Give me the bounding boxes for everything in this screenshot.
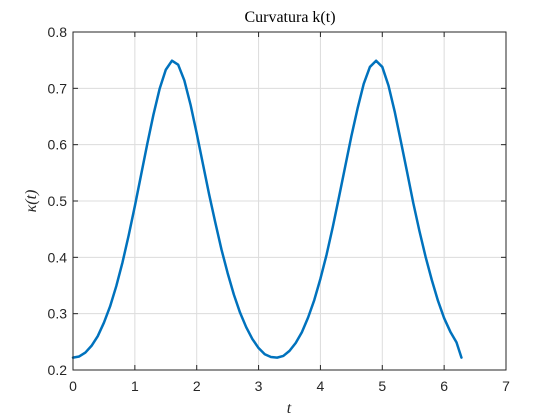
x-tick-label: 0: [69, 378, 77, 394]
y-tick-label: 0.8: [48, 24, 68, 40]
chart-title: Curvatura k(t): [244, 9, 335, 26]
x-tick-label: 3: [255, 378, 263, 394]
y-tick-label: 0.3: [48, 306, 68, 322]
x-tick-label: 5: [378, 378, 386, 394]
y-tick-label: 0.4: [48, 249, 68, 265]
x-tick-label: 7: [502, 378, 510, 394]
y-tick-label: 0.2: [48, 362, 68, 378]
x-axis-label: t: [287, 400, 292, 417]
x-tick-label: 1: [131, 378, 139, 394]
series-layer: [71, 59, 463, 359]
x-tick-label: 6: [440, 378, 448, 394]
y-tick-label: 0.6: [48, 137, 68, 153]
y-tick-label: 0.5: [48, 193, 68, 209]
y-axis-label: κ(t): [23, 190, 40, 213]
y-tick-label: 0.7: [48, 80, 68, 96]
ticks: 0 1 2 3 4 5 6 7 0.2 0.3 0.4 0.5 0.6 0.7 0.8: [48, 24, 511, 394]
x-tick-label: 2: [193, 378, 201, 394]
x-tick-label: 4: [317, 378, 325, 394]
curvature-series-line: [71, 59, 463, 359]
